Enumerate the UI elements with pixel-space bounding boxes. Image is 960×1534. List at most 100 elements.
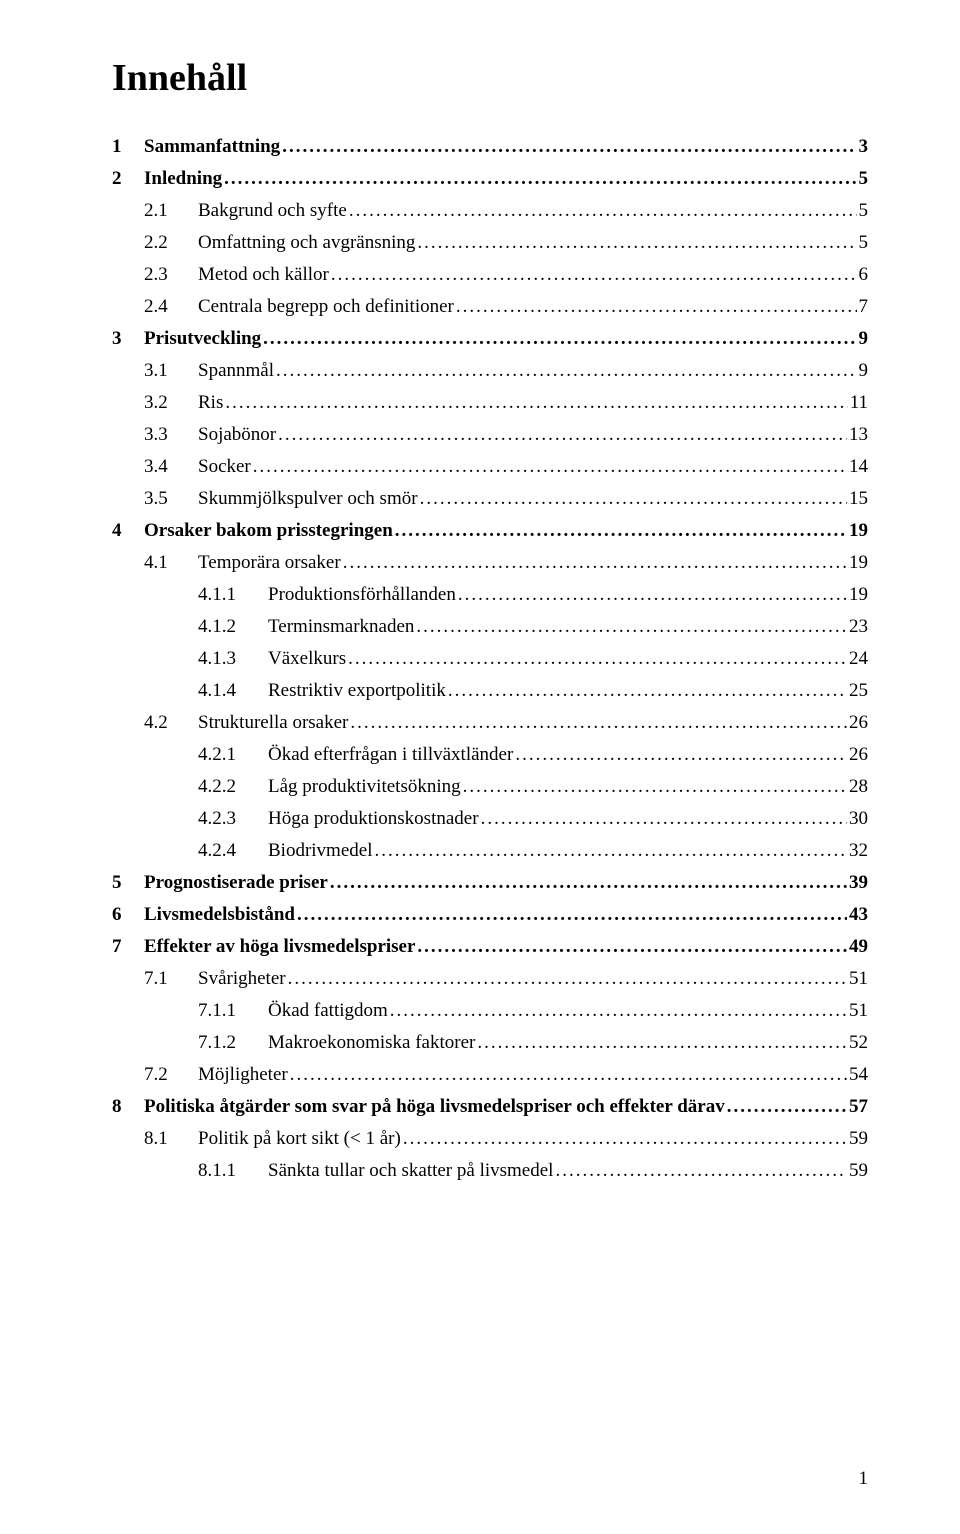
toc-leader-dots: [282, 136, 856, 158]
toc-entry-page: 9: [859, 328, 869, 350]
toc-entry: 4.2Strukturella orsaker26: [112, 712, 868, 734]
toc-entry-text: Makroekonomiska faktorer: [268, 1032, 475, 1054]
toc-leader-dots: [403, 1128, 847, 1150]
toc-leader-dots: [278, 424, 847, 446]
toc-entry-page: 52: [849, 1032, 868, 1054]
toc-leader-dots: [350, 712, 847, 734]
toc-entry: 3.1Spannmål9: [112, 360, 868, 382]
toc-entry-number: 7: [112, 936, 144, 958]
toc-entry: 4.2.3Höga produktionskostnader 30: [112, 808, 868, 830]
toc-entry-text: Restriktiv exportpolitik: [268, 680, 446, 702]
toc-entry-page: 28: [849, 776, 868, 798]
toc-entry-number: 4.2.2: [198, 776, 268, 798]
toc-entry-text: Biodrivmedel: [268, 840, 372, 862]
toc-leader-dots: [481, 808, 847, 830]
toc-entry-page: 19: [849, 552, 868, 574]
toc-entry-page: 11: [850, 392, 868, 414]
toc-leader-dots: [555, 1160, 847, 1182]
toc-entry-number: 2.4: [144, 296, 198, 318]
toc-entry: 3.3Sojabönor13: [112, 424, 868, 446]
toc-entry-page: 57: [849, 1096, 868, 1118]
toc-entry-number: 7.1.2: [198, 1032, 268, 1054]
toc-leader-dots: [417, 232, 856, 254]
toc-entry-number: 3.2: [144, 392, 198, 414]
toc-entry-page: 26: [849, 712, 868, 734]
toc-entry-page: 51: [849, 1000, 868, 1022]
toc-entry: 3.2Ris 11: [112, 392, 868, 414]
toc-entry-number: 7.1.1: [198, 1000, 268, 1022]
toc-entry-number: 8.1.1: [198, 1160, 268, 1182]
toc-entry: 1Sammanfattning3: [112, 136, 868, 158]
toc-leader-dots: [456, 296, 857, 318]
toc-entry: 3.5Skummjölkspulver och smör15: [112, 488, 868, 510]
toc-entry-page: 39: [849, 872, 868, 894]
toc-entry: 2.1Bakgrund och syfte5: [112, 200, 868, 222]
toc-entry-text: Orsaker bakom prisstegringen: [144, 520, 393, 542]
toc-entry-text: Temporära orsaker: [198, 552, 341, 574]
toc-entry-page: 7: [859, 296, 869, 318]
toc-entry-page: 13: [849, 424, 868, 446]
toc-entry: 4.2.2Låg produktivitetsökning28: [112, 776, 868, 798]
toc-leader-dots: [448, 680, 847, 702]
toc-entry: 4.1.2Terminsmarknaden23: [112, 616, 868, 638]
toc-entry-text: Strukturella orsaker: [198, 712, 348, 734]
toc-entry-text: Politik på kort sikt (< 1 år): [198, 1128, 401, 1150]
toc-entry-number: 4.2.3: [198, 808, 268, 830]
toc-leader-dots: [390, 1000, 847, 1022]
toc-entry-text: Prognostiserade priser: [144, 872, 328, 894]
toc-entry: 2Inledning5: [112, 168, 868, 190]
toc-entry-number: 5: [112, 872, 144, 894]
toc-entry-text: Metod och källor: [198, 264, 329, 286]
toc-leader-dots: [374, 840, 847, 862]
toc-entry-text: Livsmedelsbistånd: [144, 904, 295, 926]
toc-entry-text: Prisutveckling: [144, 328, 261, 350]
toc-leader-dots: [463, 776, 847, 798]
toc-entry: 4.1Temporära orsaker19: [112, 552, 868, 574]
toc-leader-dots: [349, 200, 857, 222]
toc-entry-text: Ris: [198, 392, 223, 414]
toc-entry: 2.4Centrala begrepp och definitioner7: [112, 296, 868, 318]
toc-entry-text: Socker: [198, 456, 251, 478]
page-title: Innehåll: [112, 56, 868, 100]
toc-leader-dots: [477, 1032, 847, 1054]
toc-entry-number: 4.1.3: [198, 648, 268, 670]
toc-entry-text: Sammanfattning: [144, 136, 280, 158]
toc-entry: 6Livsmedelsbistånd43: [112, 904, 868, 926]
toc-entry-page: 30: [849, 808, 868, 830]
toc-entry-text: Omfattning och avgränsning: [198, 232, 415, 254]
toc-entry-text: Spannmål: [198, 360, 274, 382]
toc-entry-page: 5: [859, 168, 869, 190]
toc-entry-text: Höga produktionskostnader: [268, 808, 479, 830]
toc-entry-text: Ökad fattigdom: [268, 1000, 388, 1022]
toc-entry-text: Sojabönor: [198, 424, 276, 446]
toc-entry: 3Prisutveckling 9: [112, 328, 868, 350]
toc-entry-page: 25: [849, 680, 868, 702]
toc-entry-number: 7.1: [144, 968, 198, 990]
toc-entry-page: 24: [849, 648, 868, 670]
toc-leader-dots: [458, 584, 847, 606]
toc-entry-number: 3.5: [144, 488, 198, 510]
toc-entry-page: 43: [849, 904, 868, 926]
toc-entry-number: 4.1.1: [198, 584, 268, 606]
toc-leader-dots: [515, 744, 847, 766]
toc-leader-dots: [276, 360, 857, 382]
toc-entry-page: 19: [849, 520, 868, 542]
toc-leader-dots: [225, 392, 847, 414]
toc-entry-page: 49: [849, 936, 868, 958]
toc-entry-page: 19: [849, 584, 868, 606]
toc-entry-number: 7.2: [144, 1064, 198, 1086]
toc-entry-page: 15: [849, 488, 868, 510]
toc-entry: 7.1Svårigheter51: [112, 968, 868, 990]
toc-entry-page: 59: [849, 1160, 868, 1182]
toc-leader-dots: [224, 168, 856, 190]
toc-entry-page: 51: [849, 968, 868, 990]
toc-leader-dots: [297, 904, 847, 926]
toc-entry-page: 9: [859, 360, 869, 382]
toc-entry-number: 4.1.2: [198, 616, 268, 638]
toc-leader-dots: [290, 1064, 847, 1086]
toc-entry-number: 3: [112, 328, 144, 350]
toc-entry-page: 59: [849, 1128, 868, 1150]
toc-entry-text: Inledning: [144, 168, 222, 190]
toc-entry-page: 54: [849, 1064, 868, 1086]
toc-entry: 5Prognostiserade priser 39: [112, 872, 868, 894]
